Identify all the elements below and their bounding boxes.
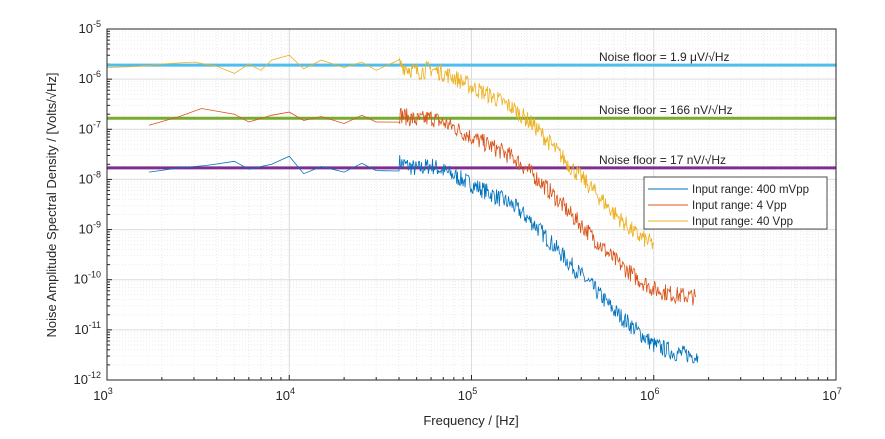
y-tick-label: 10-7 [79,119,101,136]
x-tick-exponent: 7 [837,386,842,396]
y-tick-exponent: -10 [88,270,101,280]
noise-floor-lines: Noise floor = 1.9 μV/√Hz Noise floor = 16… [107,50,836,170]
y-tick-exponent: -7 [93,119,101,129]
legend-label: Input range: 400 mVpp [692,184,809,196]
y-tick-label: 10-10 [74,270,101,287]
y-tick-label: 10-11 [74,320,101,337]
axes-box [106,28,837,381]
legend-label: Input range: 4 Vpp [692,200,787,212]
x-tick-label: 107 [822,386,841,403]
y-tick-label: 10-6 [79,69,101,86]
y-tick-label: 10-8 [79,169,101,186]
y-tick-exponent: -12 [88,370,101,380]
y-tick-exponent: -6 [93,69,101,79]
legend-label: Input range: 40 Vpp [692,216,793,228]
series-line-0 [148,155,699,364]
series-line-1 [148,107,697,306]
noise-floor-label: Noise floor = 1.9 μV/√Hz [599,50,730,64]
x-axis-label: Frequency / [Hz] [423,413,518,428]
y-tick-label: 10-12 [74,370,101,387]
legend: Input range: 400 mVpp Input range: 4 Vpp I… [643,176,828,230]
y-tick-exponent: -11 [89,320,101,330]
x-tick-label: 106 [640,386,659,403]
x-tick-label: 103 [93,386,112,403]
x-tick-label: 104 [276,386,295,403]
noise-floor-label: Noise floor = 166 nV/√Hz [599,103,733,117]
x-tick-exponent: 6 [654,386,659,396]
series-lines [106,54,699,364]
y-tick-label: 10-5 [79,19,101,36]
x-tick-exponent: 5 [472,386,477,396]
y-tick-label: 10-9 [79,220,101,237]
y-tick-exponent: -9 [93,220,101,230]
legend-box [643,176,828,230]
noise-floor-label: Noise floor = 17 nV/√Hz [599,153,726,167]
y-tick-exponent: -8 [93,169,101,179]
series-line-2 [106,54,655,250]
x-tick-label: 105 [458,386,477,403]
y-tick-exponent: -5 [93,19,101,29]
y-axis-label: Noise Amplitude Spectral Density / [Volt… [44,72,59,337]
x-tick-exponent: 3 [108,386,113,396]
x-tick-exponent: 4 [290,386,295,396]
